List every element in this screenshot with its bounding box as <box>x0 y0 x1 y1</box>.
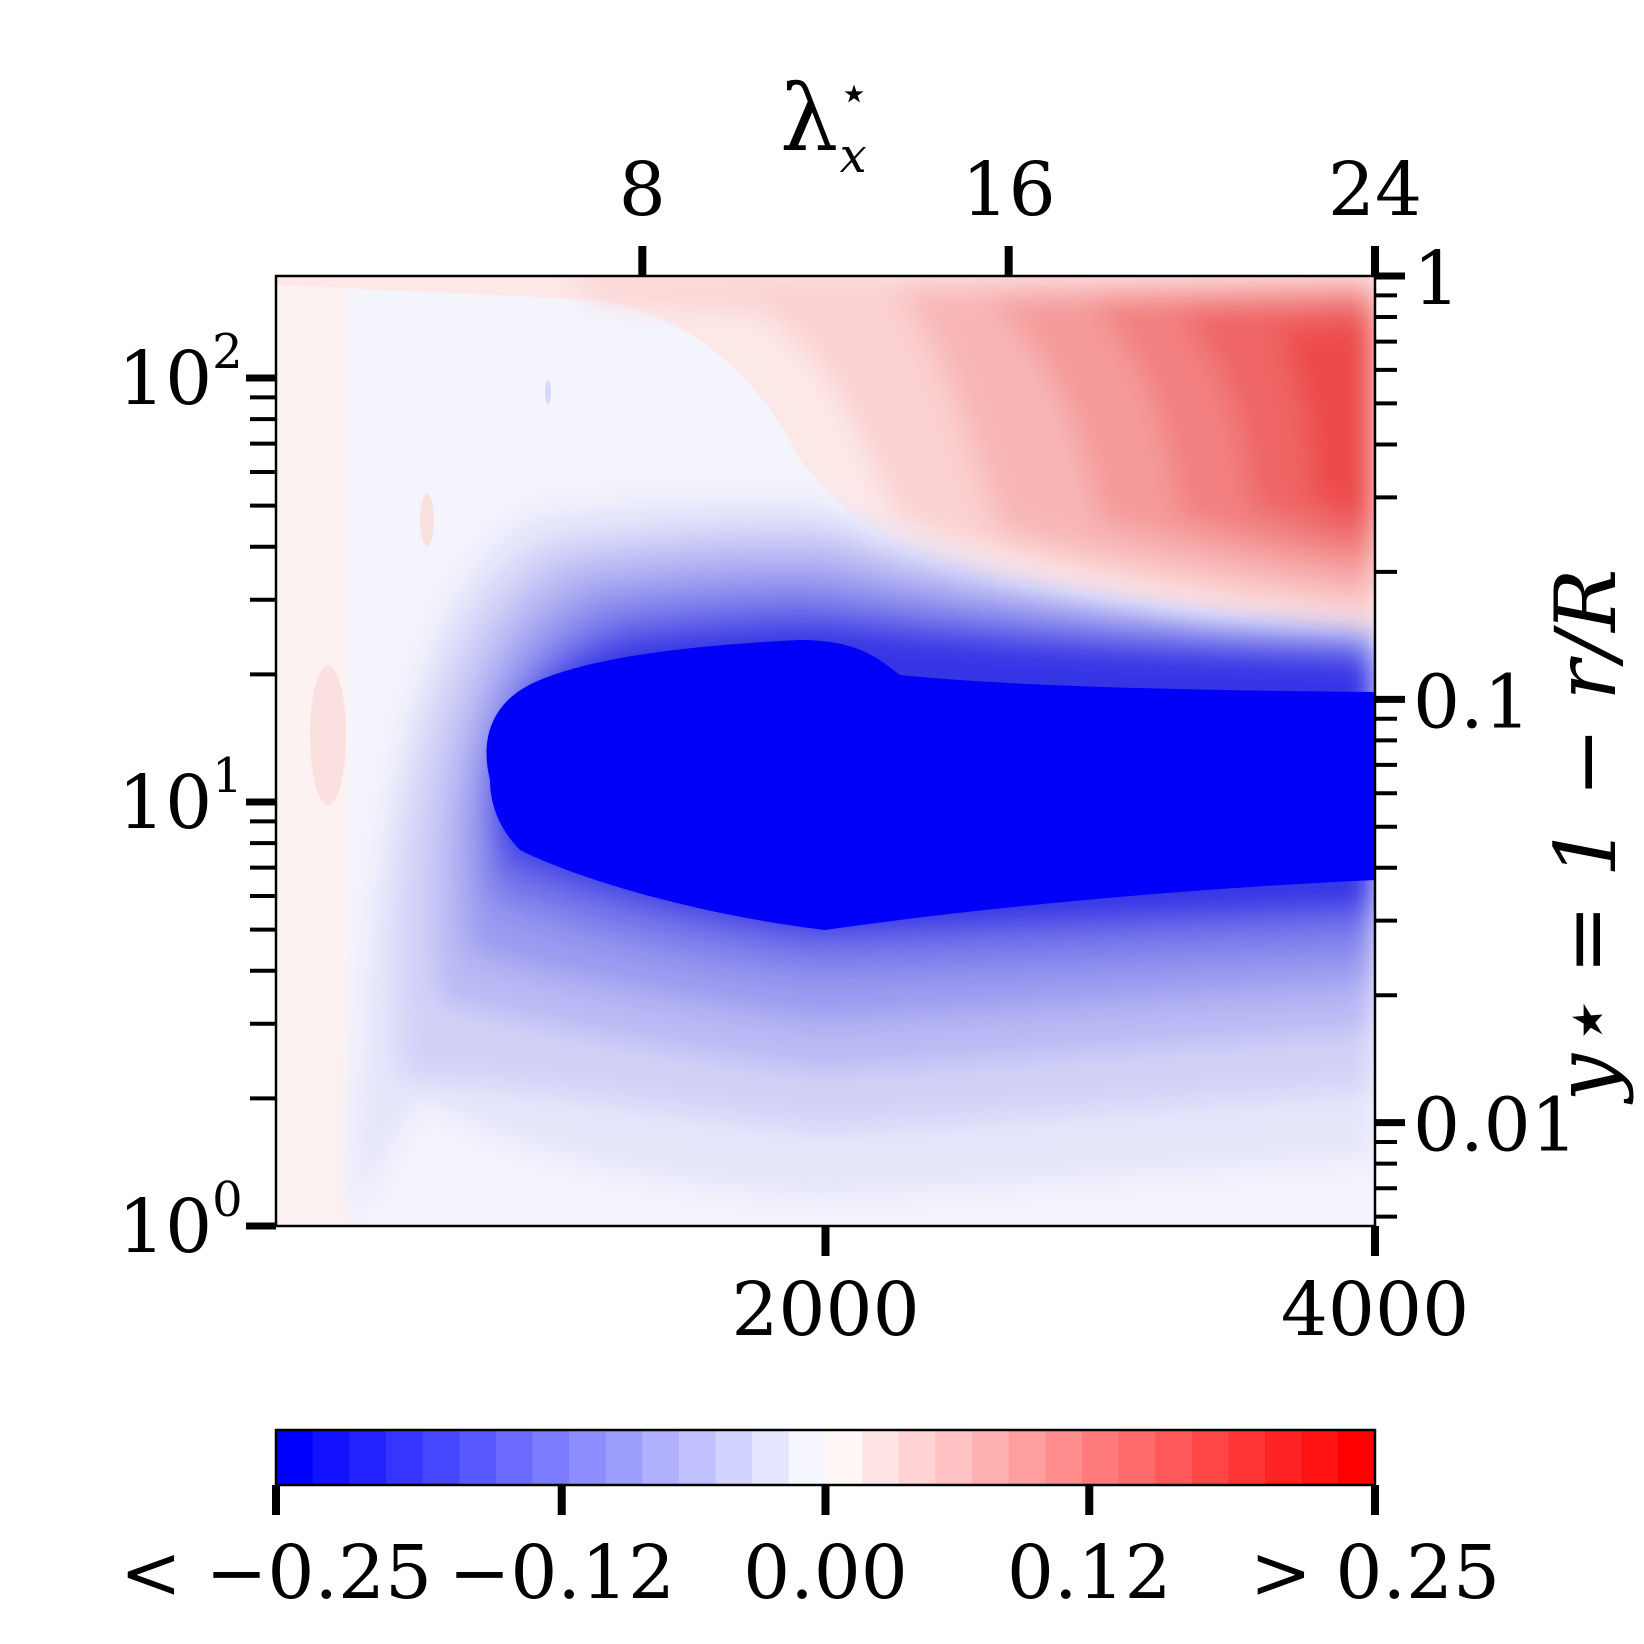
right-tick-label: 1 <box>1413 236 1460 322</box>
right-axis: 0.01 0.1 1 <box>1375 236 1578 1219</box>
top-axis-title: λ⋆ x <box>780 64 870 184</box>
right-tick-label: 0.01 <box>1413 1083 1578 1169</box>
colorbar-tick-label: > 0.25 <box>1250 1530 1500 1616</box>
colorbar-swatch <box>862 1430 900 1485</box>
colorbar-tick-label: −0.12 <box>448 1530 675 1616</box>
positive-region <box>560 276 1375 620</box>
colorbar-swatch <box>825 1430 863 1485</box>
colorbar-swatch <box>752 1430 790 1485</box>
right-axis-title: y⋆ = 1 − r/R <box>1537 569 1635 1106</box>
blue-speck <box>545 380 551 404</box>
plot-area <box>276 276 1375 1226</box>
colorbar-swatch <box>422 1430 460 1485</box>
top-tick-label: 8 <box>619 147 666 233</box>
colorbar-swatch <box>1301 1430 1339 1485</box>
colorbar-tick-label: 0.00 <box>743 1530 908 1616</box>
colorbar-swatch <box>276 1430 314 1485</box>
left-tick-label: 102 <box>118 324 243 422</box>
colorbar-swatch <box>1008 1430 1046 1485</box>
colorbar-swatch <box>532 1430 570 1485</box>
pink-blob-upper <box>420 494 434 546</box>
colorbar-swatch <box>459 1430 497 1485</box>
colorbar-swatch <box>935 1430 973 1485</box>
right-tick-label: 0.1 <box>1413 659 1531 745</box>
colorbar-swatch <box>312 1430 350 1485</box>
top-tick-label: 16 <box>962 147 1056 233</box>
colorbar-swatch <box>349 1430 387 1485</box>
bottom-tick-label: 2000 <box>731 1267 919 1353</box>
colorbar-swatch <box>788 1430 827 1485</box>
left-tick-label: 100 <box>118 1172 243 1270</box>
colorbar-swatch <box>605 1430 643 1485</box>
top-axis: 8 16 24 <box>619 147 1422 276</box>
colorbar-swatch <box>1081 1430 1120 1485</box>
colorbar-swatch <box>1265 1430 1303 1485</box>
bottom-axis: 2000 4000 <box>731 1226 1469 1353</box>
left-axis: 100 101 102 <box>118 324 276 1270</box>
colorbar-swatch <box>569 1430 607 1485</box>
colorbar-swatch <box>1338 1430 1376 1485</box>
colorbar-swatch <box>678 1430 717 1485</box>
colorbar-swatch <box>385 1430 424 1485</box>
pink-blob-lower <box>310 665 346 805</box>
colorbar-swatch <box>1228 1430 1266 1485</box>
colorbar-swatch <box>715 1430 753 1485</box>
top-tick-label: 24 <box>1328 147 1422 233</box>
negative-core <box>486 640 1375 930</box>
colorbar-swatch <box>1191 1430 1230 1485</box>
colorbar-swatch <box>1155 1430 1193 1485</box>
colorbar-axis: < −0.25 −0.12 0.00 0.12 > 0.25 <box>120 1485 1500 1616</box>
colorbar-swatch <box>1118 1430 1156 1485</box>
colorbar-swatch <box>642 1430 680 1485</box>
bottom-tick-label: 4000 <box>1281 1267 1469 1353</box>
left-tick-label: 101 <box>118 748 243 846</box>
colorbar-swatch <box>495 1430 534 1485</box>
colorbar-tick-label: < −0.25 <box>120 1530 432 1616</box>
colorbar-tick-label: 0.12 <box>1007 1530 1172 1616</box>
colorbar-swatch <box>898 1430 936 1485</box>
colorbar-swatch <box>1045 1430 1083 1485</box>
colorbar <box>276 1430 1376 1485</box>
colorbar-swatch <box>972 1430 1010 1485</box>
